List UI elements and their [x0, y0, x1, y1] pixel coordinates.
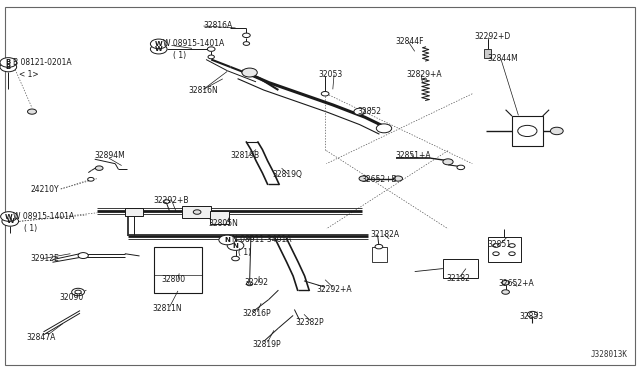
Text: W 08915-1401A: W 08915-1401A [13, 212, 74, 221]
Circle shape [227, 241, 244, 250]
Circle shape [150, 44, 167, 54]
Text: B 08121-0201A: B 08121-0201A [13, 58, 72, 67]
Bar [154, 247, 202, 293]
Bar [182, 206, 211, 218]
Text: 32090: 32090 [60, 293, 84, 302]
Circle shape [359, 176, 368, 181]
Circle shape [232, 256, 239, 261]
Circle shape [375, 244, 383, 249]
Text: ( 1): ( 1) [173, 51, 186, 60]
Circle shape [72, 288, 84, 296]
Circle shape [163, 200, 170, 203]
Circle shape [246, 282, 253, 286]
Text: 32816N: 32816N [189, 86, 218, 94]
Circle shape [518, 125, 537, 137]
Text: ( 1): ( 1) [24, 224, 38, 233]
Bar [484, 49, 491, 58]
Text: 24210Y: 24210Y [31, 185, 60, 194]
Text: 32847A: 32847A [27, 333, 56, 342]
Circle shape [550, 127, 563, 135]
Text: 32292+B: 32292+B [154, 196, 189, 205]
Circle shape [394, 176, 403, 181]
Circle shape [2, 217, 19, 226]
Text: J328013K: J328013K [590, 350, 627, 359]
Circle shape [376, 124, 392, 133]
Text: 32816P: 32816P [242, 309, 271, 318]
Circle shape [75, 290, 81, 294]
Text: 32844M: 32844M [488, 54, 518, 63]
Circle shape [242, 68, 257, 77]
Text: W: W [155, 41, 163, 47]
Text: B: B [6, 64, 11, 70]
Text: 32053: 32053 [319, 70, 343, 79]
Circle shape [509, 244, 515, 247]
Circle shape [78, 253, 88, 259]
Text: B: B [6, 60, 11, 65]
Text: 32652+B: 32652+B [362, 175, 397, 184]
Text: W 08915-1401A: W 08915-1401A [163, 39, 225, 48]
Circle shape [509, 252, 515, 256]
Text: 32819B: 32819B [230, 151, 260, 160]
Text: 32382P: 32382P [296, 318, 324, 327]
Text: 32292+A: 32292+A [317, 285, 353, 294]
Text: 32805N: 32805N [208, 219, 238, 228]
Circle shape [207, 47, 215, 51]
Text: ( 1): ( 1) [238, 248, 252, 257]
Text: W: W [5, 214, 13, 219]
Circle shape [502, 290, 509, 294]
Bar [125, 208, 143, 216]
Circle shape [193, 210, 201, 214]
Circle shape [95, 166, 103, 170]
Text: 32844F: 32844F [396, 37, 424, 46]
Text: < 1>: < 1> [19, 70, 39, 79]
Text: 32819Q: 32819Q [272, 170, 302, 179]
Circle shape [493, 252, 499, 256]
Text: 32816A: 32816A [204, 21, 233, 30]
Circle shape [243, 42, 250, 45]
Circle shape [0, 58, 17, 67]
Circle shape [321, 92, 329, 96]
Circle shape [457, 165, 465, 170]
Circle shape [354, 108, 365, 115]
Text: 32292: 32292 [244, 278, 269, 287]
Circle shape [527, 311, 538, 317]
Text: N: N [232, 243, 239, 248]
Circle shape [1, 212, 17, 221]
Text: 32894M: 32894M [95, 151, 125, 160]
Circle shape [493, 244, 499, 247]
Circle shape [243, 33, 250, 38]
Bar [488, 237, 521, 262]
Text: 32852: 32852 [357, 107, 381, 116]
Bar [210, 211, 229, 224]
Circle shape [219, 235, 236, 245]
Text: 32853: 32853 [520, 312, 544, 321]
Bar [372, 247, 387, 262]
Circle shape [88, 177, 94, 181]
Circle shape [150, 39, 167, 49]
Text: 32819P: 32819P [253, 340, 282, 349]
Text: N: N [224, 237, 230, 243]
Circle shape [443, 159, 453, 165]
Text: 32829+A: 32829+A [406, 70, 442, 79]
Text: 32800: 32800 [161, 275, 186, 284]
Text: 32851+A: 32851+A [396, 151, 431, 160]
Text: W: W [6, 218, 14, 224]
Text: 32292+D: 32292+D [475, 32, 511, 41]
Text: 32851: 32851 [488, 240, 512, 249]
Bar [443, 259, 478, 278]
Text: 32652+A: 32652+A [498, 279, 534, 288]
Circle shape [28, 109, 36, 114]
Bar [512, 116, 543, 146]
Text: 32912E: 32912E [31, 254, 60, 263]
Text: 32811N: 32811N [152, 304, 182, 312]
Circle shape [208, 55, 214, 59]
Circle shape [0, 62, 17, 72]
Text: N 08911-3401A: N 08911-3401A [232, 235, 291, 244]
Text: 32182A: 32182A [370, 230, 399, 239]
Text: 32182: 32182 [447, 274, 470, 283]
Circle shape [502, 280, 509, 285]
Text: W: W [155, 46, 163, 52]
